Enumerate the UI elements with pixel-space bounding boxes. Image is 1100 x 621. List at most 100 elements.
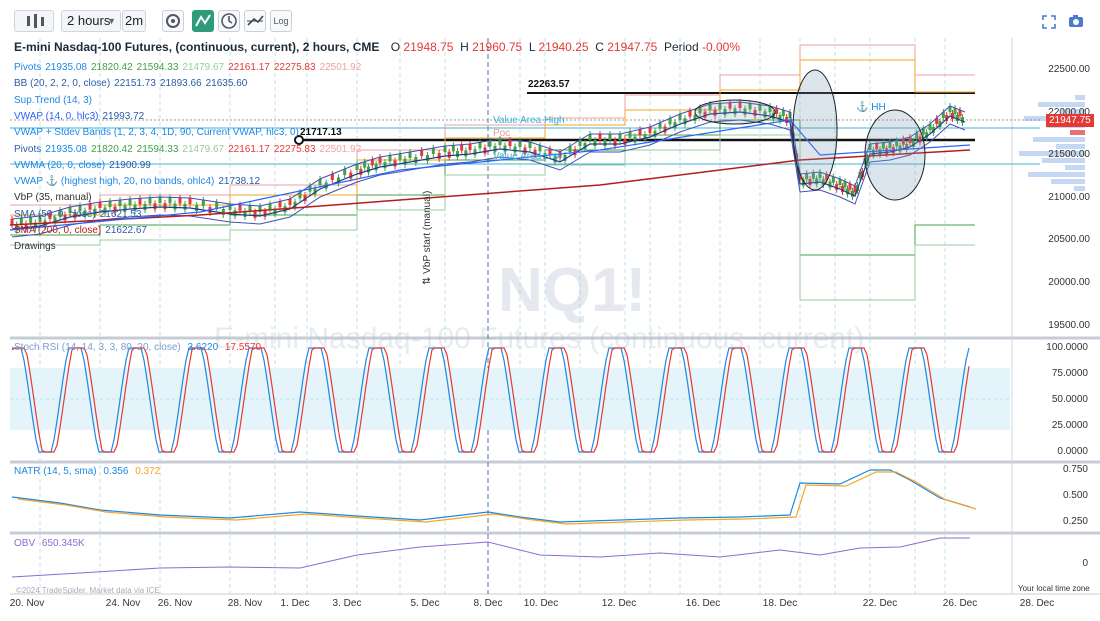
legend-row[interactable]: Pivots 21935.08 21820.42 21594.33 21479.67 22…	[14, 144, 365, 156]
natr-line-2	[17, 471, 977, 525]
camera-icon[interactable]	[1068, 14, 1084, 28]
legend-row[interactable]: VbP (35, manual)	[14, 192, 96, 204]
price-axis-tick: 22500.00	[1048, 64, 1090, 75]
candle-body	[821, 179, 825, 186]
candle-body	[733, 108, 737, 115]
price-axis-tick: 20000.00	[1048, 277, 1090, 288]
compare-icon[interactable]	[244, 10, 266, 32]
candle-body	[763, 111, 767, 118]
fullscreen-icon[interactable]	[1042, 15, 1056, 29]
value-area-high-label: Value Area High	[493, 115, 565, 126]
candle-body	[488, 140, 492, 147]
time-axis-tick: 8. Dec	[473, 598, 503, 609]
candle-body	[19, 218, 23, 224]
candle-body	[456, 151, 459, 157]
legend-row-name: VWAP ⚓ (highest high, 20, no bands, ohlc…	[14, 176, 215, 188]
candle-body	[128, 199, 132, 205]
candle-body	[528, 142, 532, 148]
candle-body	[63, 214, 67, 221]
candle-body	[758, 104, 762, 111]
candle-body	[831, 176, 835, 183]
volume-profile-bar	[1065, 165, 1085, 170]
high-label: H	[460, 40, 469, 54]
candle-body	[878, 149, 882, 155]
candle-body	[723, 109, 727, 115]
candle-body	[103, 207, 107, 214]
legend-row-name: Sup.Trend (14, 3)	[14, 94, 93, 106]
candle-body	[233, 210, 237, 217]
legend-row[interactable]: Sup.Trend (14, 3)	[14, 95, 96, 107]
period-label: Period	[663, 40, 699, 54]
settings-gear-icon[interactable]	[162, 10, 184, 32]
legend-row-name: Pivots	[14, 62, 42, 73]
candle-body	[851, 190, 854, 197]
candle-body	[349, 172, 353, 179]
candle-body	[38, 216, 42, 222]
legend-row-value: 21738.12	[218, 176, 261, 188]
candle-body	[881, 142, 885, 149]
candle-body	[83, 210, 87, 217]
candle-body	[201, 200, 205, 206]
candle-body	[945, 115, 949, 121]
candle-body	[658, 122, 662, 129]
candle-body	[253, 211, 257, 218]
candle-body	[911, 140, 915, 147]
legend-row-name: BB (20, 2, 2, 0, close)	[14, 78, 111, 90]
secondary-interval-button[interactable]: 2m	[122, 10, 146, 32]
candle-body	[956, 115, 959, 121]
volume-profile-bar	[1033, 137, 1085, 142]
candle-body	[825, 174, 829, 181]
candle-body	[673, 122, 677, 129]
legend-row[interactable]: VWAP + Stdev Bands (1, 2, 3, 4, 1D, 90, …	[14, 127, 303, 139]
legend-row[interactable]: Drawings	[14, 241, 60, 253]
candle-body	[698, 107, 702, 114]
price-axis-tick: 20500.00	[1048, 234, 1090, 246]
candle-body	[431, 148, 435, 154]
candle-body	[538, 145, 542, 152]
legend-row[interactable]: VWAP ⚓ (highest high, 20, no bands, ohlc…	[14, 176, 264, 188]
candle-body	[33, 222, 37, 229]
interval-select[interactable]: 2 hours ▼	[61, 10, 121, 32]
candle-body	[168, 197, 172, 204]
candle-body	[775, 108, 779, 114]
vbp-start-label: ⇅ VbP start (manual)	[422, 190, 433, 285]
candle-body	[603, 140, 607, 146]
timezone-label[interactable]: Your local time zone	[1018, 584, 1090, 593]
candle-body	[330, 174, 334, 180]
chart-type-button[interactable]	[14, 10, 54, 32]
time-axis-tick: 20. Nov	[9, 598, 45, 609]
candle-body	[10, 219, 14, 225]
legend-row[interactable]: SMA (200, 0, close) 21622.67	[14, 225, 151, 237]
clock-icon[interactable]	[218, 10, 240, 32]
price-axis-tick: 22000.00	[1048, 106, 1090, 118]
natr-value-1: 0.356	[103, 466, 129, 477]
candle-body	[503, 145, 507, 152]
time-axis-tick: 28. Dec	[1019, 598, 1055, 609]
time-axis-tick: 22. Dec	[862, 598, 898, 609]
candle-body	[648, 127, 652, 133]
candle-body	[778, 115, 782, 121]
legend-row[interactable]: BB (20, 2, 2, 0, close) 22151.73 21893.66 2…	[14, 78, 251, 90]
legend-row[interactable]: VWAP (14, 0, hlc3) 21993.72	[14, 111, 148, 123]
candle-body	[426, 155, 429, 161]
candle-body	[935, 118, 939, 124]
legend-row-value: 21621.53	[99, 208, 142, 220]
candle-body	[288, 199, 292, 205]
candle-body	[408, 152, 412, 158]
candle-body	[298, 192, 302, 199]
candle-body	[53, 217, 57, 224]
candle-body	[363, 161, 367, 168]
legend-row[interactable]: Pivots 21935.08 21820.42 21594.33 21479.67 22…	[14, 62, 365, 74]
volume-profile-bar	[1061, 109, 1085, 114]
legend-row[interactable]: VWMA (20, 0, close) 21900.99	[14, 160, 155, 172]
stoch-d-value: 17.5570	[224, 342, 262, 353]
log-scale-button[interactable]: Log	[270, 10, 292, 32]
candle-body	[374, 164, 378, 171]
legend-row[interactable]: SMA (50, 0, close) 21621.53	[14, 209, 145, 221]
candle-body	[263, 210, 267, 217]
candle-body	[801, 179, 805, 186]
candle-body	[464, 150, 468, 157]
interval-label: 2 hours	[67, 13, 111, 28]
indicators-icon[interactable]	[192, 10, 214, 32]
